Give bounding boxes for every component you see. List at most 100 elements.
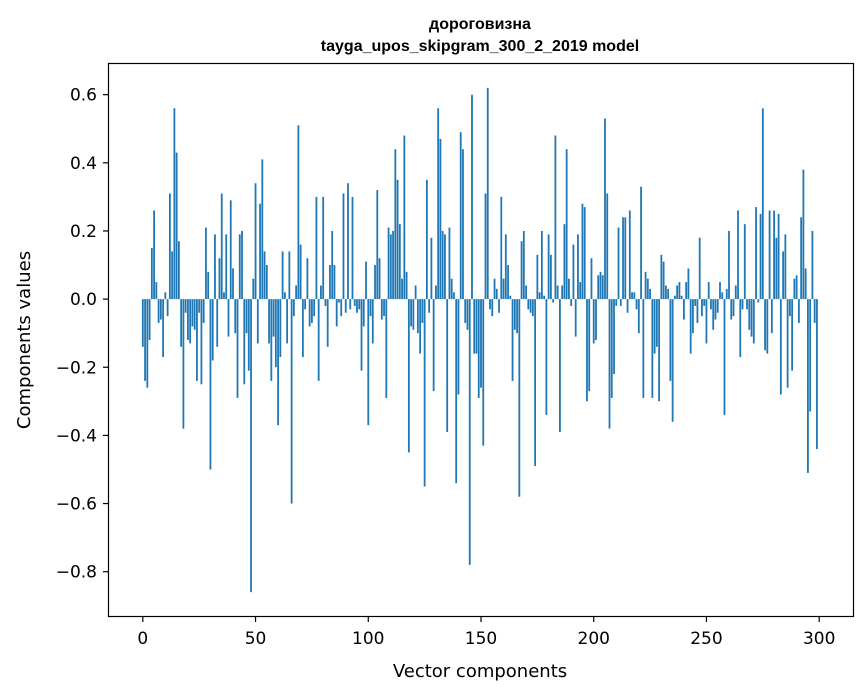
bar-component-153 bbox=[486, 87, 489, 300]
bar-component-103 bbox=[374, 265, 376, 300]
bar-component-260 bbox=[728, 230, 730, 300]
bar-component-7 bbox=[157, 299, 160, 323]
bar-component-52 bbox=[259, 203, 261, 300]
x-axis-label: Vector components bbox=[393, 661, 567, 682]
bar-component-199 bbox=[590, 258, 593, 300]
bar-component-128 bbox=[430, 237, 433, 300]
bar-component-100 bbox=[367, 299, 370, 426]
bar-component-230 bbox=[660, 254, 663, 300]
bar-component-217 bbox=[631, 292, 633, 300]
bar-component-278 bbox=[768, 210, 771, 300]
bar-component-243 bbox=[689, 299, 692, 354]
bar-component-183 bbox=[554, 135, 557, 300]
bar-component-137 bbox=[450, 278, 453, 300]
bar-component-156 bbox=[493, 278, 496, 300]
bar-component-267 bbox=[743, 224, 746, 300]
bar-component-88 bbox=[340, 299, 343, 317]
bar-component-115 bbox=[401, 278, 403, 300]
bar-component-188 bbox=[565, 149, 568, 300]
bar-component-273 bbox=[757, 299, 760, 303]
bar-component-279 bbox=[770, 299, 773, 334]
bar-component-46 bbox=[245, 299, 248, 334]
bar-component-159 bbox=[500, 196, 503, 300]
bar-component-258 bbox=[723, 299, 726, 415]
bar-component-246 bbox=[696, 299, 699, 323]
bar-component-271 bbox=[752, 299, 755, 344]
bar-component-133 bbox=[441, 230, 444, 300]
bar-component-193 bbox=[577, 234, 579, 300]
bar-component-12 bbox=[168, 193, 171, 300]
bar-component-206 bbox=[606, 193, 609, 300]
bar-component-34 bbox=[218, 258, 221, 300]
bar-component-135 bbox=[446, 299, 449, 432]
bar-component-291 bbox=[797, 299, 800, 323]
x-tick-label: 150 bbox=[465, 629, 497, 649]
bar-component-222 bbox=[642, 299, 645, 398]
bar-component-47 bbox=[247, 299, 250, 371]
bar-component-201 bbox=[595, 299, 597, 340]
bar-component-298 bbox=[813, 299, 816, 323]
bar-component-76 bbox=[313, 299, 316, 317]
bar-component-171 bbox=[527, 299, 530, 310]
bar-component-84 bbox=[331, 230, 334, 300]
x-tick-label: 300 bbox=[803, 629, 835, 649]
bar-component-299 bbox=[816, 299, 818, 450]
bar-component-74 bbox=[308, 299, 311, 327]
bar-component-130 bbox=[435, 285, 437, 300]
bar-component-191 bbox=[572, 244, 575, 300]
bar-component-229 bbox=[658, 299, 661, 402]
bar-component-202 bbox=[597, 275, 600, 300]
plot-frame bbox=[107, 62, 855, 618]
bar-component-16 bbox=[177, 241, 180, 300]
bar-component-57 bbox=[270, 299, 273, 381]
bar-component-65 bbox=[288, 251, 291, 300]
bar-component-172 bbox=[529, 299, 532, 313]
bar-component-83 bbox=[329, 265, 331, 300]
bar-component-95 bbox=[356, 299, 358, 313]
bar-component-207 bbox=[608, 299, 611, 429]
bar-component-235 bbox=[671, 299, 674, 422]
bar-component-297 bbox=[811, 230, 814, 300]
bar-component-117 bbox=[405, 271, 408, 300]
bar-component-110 bbox=[389, 234, 392, 300]
bar-component-167 bbox=[518, 299, 521, 497]
bar-component-30 bbox=[209, 299, 212, 470]
bar-component-157 bbox=[495, 288, 498, 300]
bar-component-33 bbox=[216, 299, 219, 347]
bar-component-266 bbox=[741, 299, 744, 310]
bar-component-186 bbox=[561, 285, 564, 300]
bar-component-190 bbox=[570, 299, 573, 306]
bar-component-98 bbox=[362, 299, 365, 327]
bar-component-196 bbox=[583, 207, 586, 300]
bar-component-162 bbox=[507, 265, 509, 300]
bar-component-92 bbox=[349, 299, 352, 310]
bar-component-150 bbox=[480, 299, 482, 388]
bar-component-161 bbox=[504, 234, 507, 300]
bar-component-68 bbox=[295, 285, 298, 300]
bar-component-248 bbox=[701, 299, 703, 317]
bar-component-107 bbox=[383, 299, 385, 317]
bar-component-38 bbox=[227, 299, 230, 337]
bar-component-223 bbox=[644, 271, 647, 300]
bar-component-173 bbox=[531, 299, 534, 317]
x-axis-ticks: 0 50 100 150 200 250 300 bbox=[137, 616, 835, 649]
y-tick-label: 0.4 bbox=[70, 154, 97, 174]
bar-component-293 bbox=[802, 169, 805, 300]
bar-component-251 bbox=[707, 282, 710, 300]
bar-component-101 bbox=[369, 299, 372, 317]
bar-component-106 bbox=[380, 299, 383, 320]
bar-component-149 bbox=[477, 299, 480, 398]
bar-component-165 bbox=[513, 299, 516, 330]
bar-component-42 bbox=[236, 299, 239, 398]
bar-component-255 bbox=[716, 299, 719, 313]
bar-component-233 bbox=[667, 288, 670, 300]
bar-component-227 bbox=[653, 299, 656, 354]
bar-component-225 bbox=[649, 288, 651, 300]
bar-component-39 bbox=[229, 200, 232, 300]
bar-component-203 bbox=[599, 271, 602, 300]
bar-component-89 bbox=[342, 193, 345, 300]
bar-component-63 bbox=[283, 292, 286, 300]
bar-component-180 bbox=[547, 234, 550, 300]
bar-component-214 bbox=[624, 217, 627, 300]
bar-component-244 bbox=[692, 299, 694, 334]
